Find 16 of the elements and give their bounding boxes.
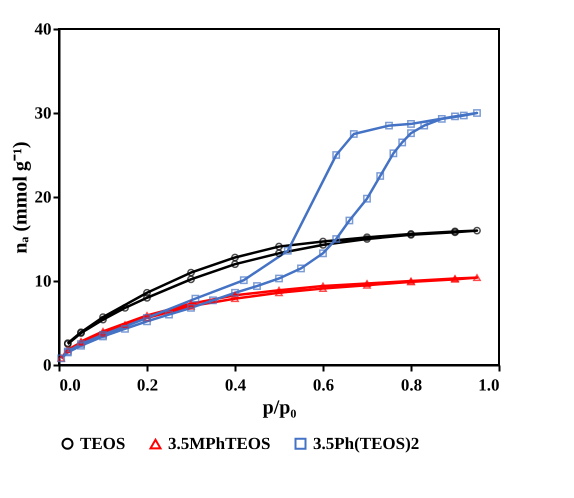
y-tick-label: 0	[43, 356, 52, 374]
x-tick-label: 0.0	[60, 376, 81, 394]
y-tick-label: 40	[34, 20, 52, 38]
y-axis-title: nₐ (mmol g⁻¹)	[10, 141, 32, 254]
y-tick-label: 10	[34, 272, 52, 290]
y-tick-label: 30	[34, 104, 52, 122]
x-axis-title: p/p₀	[262, 396, 296, 418]
x-tick-label: 0.8	[400, 376, 422, 394]
legend-label: 3.5Ph(TEOS)2	[313, 434, 420, 453]
y-tick-label: 20	[34, 188, 52, 206]
x-tick-label: 1.0	[478, 376, 500, 394]
legend-label: 3.5MPhTEOS	[168, 434, 270, 454]
x-tick-label: 0.6	[312, 376, 334, 394]
x-tick-label: 0.2	[136, 376, 158, 394]
x-tick-label: 0.4	[224, 376, 247, 394]
legend-label: TEOS	[80, 434, 126, 453]
